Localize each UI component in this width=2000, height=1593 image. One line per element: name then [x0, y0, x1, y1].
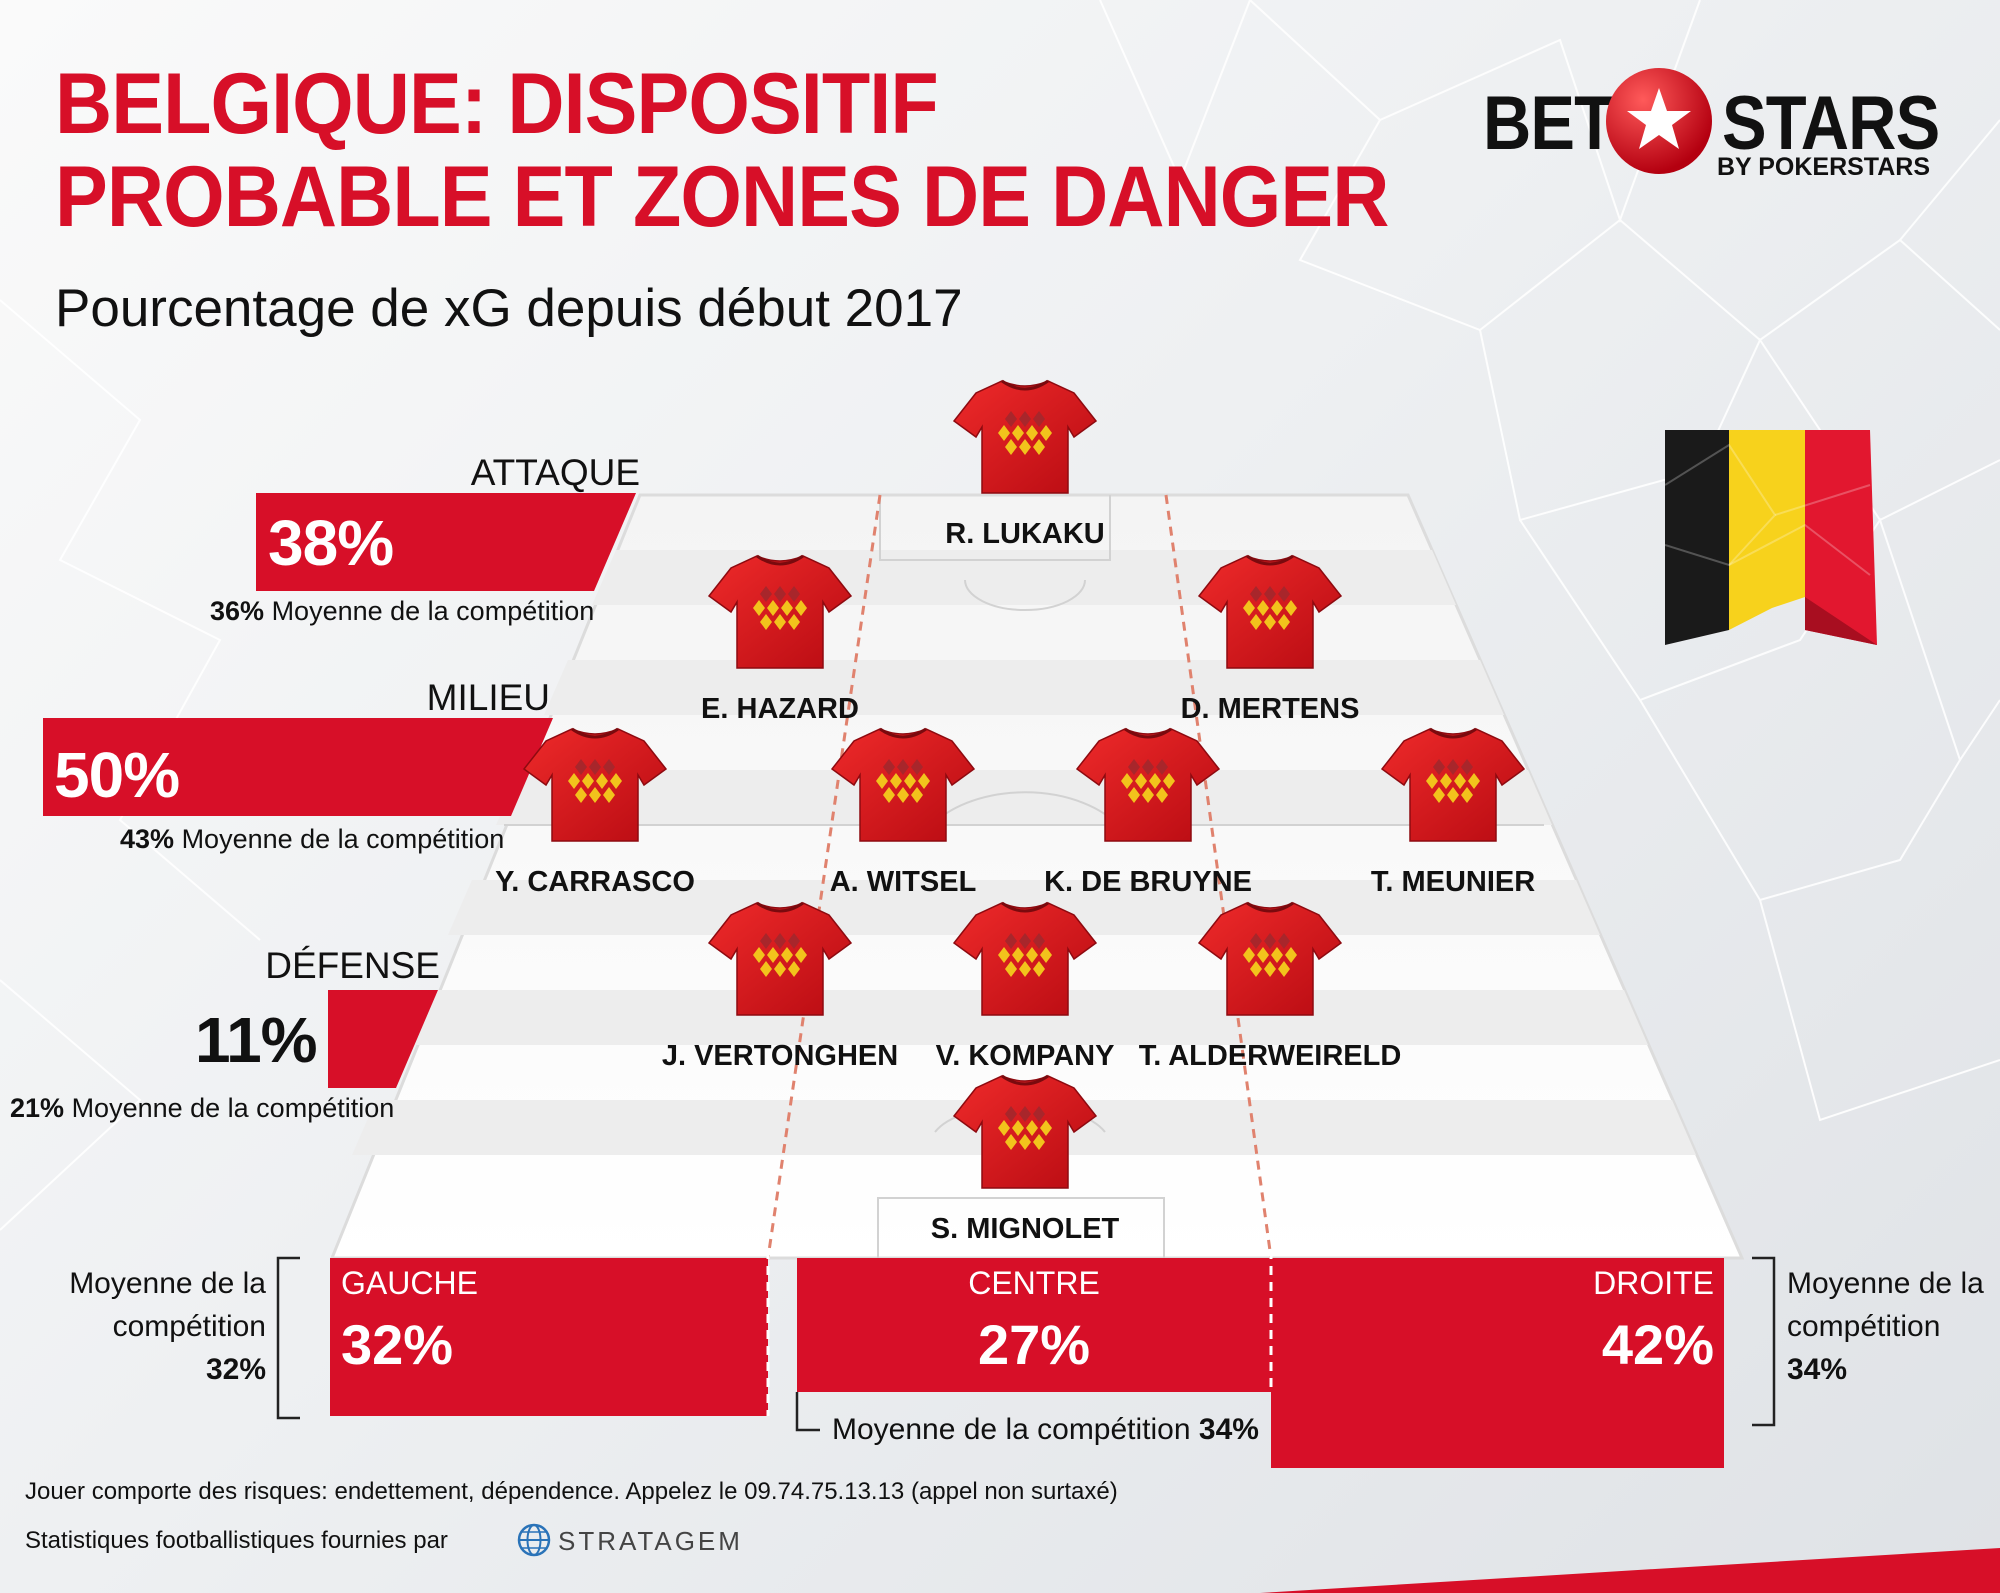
zone-midfield-value: 50%: [54, 739, 180, 811]
channel-right-average-line1: Moyenne de la: [1787, 1267, 1984, 1300]
zone-midfield-bar: [43, 718, 553, 816]
zone-attack-bar: [256, 493, 636, 591]
footer-credit: Statistiques footballistiques fournies p…: [25, 1527, 448, 1554]
zone-attack-value: 38%: [268, 507, 394, 579]
zone-attack-label: ATTAQUE: [470, 452, 640, 493]
zone-attack-average-text: Moyenne de la compétition: [271, 596, 595, 626]
channel-right-value: 42%: [1601, 1313, 1714, 1376]
zone-defense-label: DÉFENSE: [265, 945, 440, 986]
zone-midfield-average-text: Moyenne de la compétition: [181, 824, 505, 854]
zone-defense-average: 21% Moyenne de la compétition: [10, 1093, 394, 1124]
player-name-hazard: E. HAZARD: [701, 693, 859, 725]
player-shirt-lukaku: [950, 375, 1100, 495]
player-name-alderweireld: T. ALDERWEIRELD: [1138, 1040, 1402, 1072]
player-shirt-vertonghen: [705, 897, 855, 1017]
footer-disclaimer: Jouer comporte des risques: endettement,…: [25, 1478, 1118, 1505]
logo-bet-text: BET: [1483, 81, 1615, 166]
page-subtitle: Pourcentage de xG depuis début 2017: [55, 279, 963, 338]
logo-ball-icon: [1606, 68, 1712, 174]
player-name-mertens: D. MERTENS: [1180, 693, 1360, 725]
channel-centre-value: 27%: [977, 1313, 1091, 1376]
footer-red-stripe: [1260, 1548, 2000, 1593]
channel-left-average-line1: Moyenne de la: [69, 1267, 266, 1300]
channel-left-value: 32%: [341, 1313, 454, 1376]
channel-left-average: Moyenne de la compétition 32%: [20, 1262, 266, 1391]
player-name-carrasco: Y. CARRASCO: [495, 866, 695, 898]
channel-centre-bar: [797, 1258, 1271, 1392]
title-line-2: PROBABLE ET ZONES DE DANGER: [55, 149, 1389, 245]
zone-midfield-average: 43% Moyenne de la compétition: [120, 824, 504, 855]
channel-right-bar: [1271, 1258, 1724, 1468]
channel-centre-average-text: Moyenne de la compétition: [832, 1413, 1191, 1446]
player-shirt-witsel: [828, 723, 978, 843]
channel-centre-label: CENTRE: [968, 1265, 1100, 1301]
zone-attack-average-value: 36%: [210, 596, 265, 626]
channel-right-average-line2: compétition: [1787, 1310, 1941, 1343]
zone-defense-average-text: Moyenne de la compétition: [71, 1093, 395, 1123]
title-line-1: BELGIQUE: DISPOSITIF: [55, 56, 939, 152]
zone-attack-average: 36% Moyenne de la compétition: [210, 596, 594, 627]
belgium-flag-icon: [1665, 430, 1877, 645]
player-shirt-kompany: [950, 897, 1100, 1017]
player-shirt-meunier: [1378, 723, 1528, 843]
channel-right-label: DROITE: [1593, 1265, 1714, 1301]
channel-right-average: Moyenne de la compétition 34%: [1787, 1262, 1997, 1391]
stratagem-globe-icon: [517, 1523, 551, 1557]
player-shirt-mertens: [1195, 550, 1345, 670]
zone-midfield-label: MILIEU: [426, 677, 550, 718]
page-title: BELGIQUE: DISPOSITIF PROBABLE ET ZONES D…: [55, 56, 1389, 245]
player-name-mignolet: S. MIGNOLET: [930, 1213, 1120, 1245]
zone-defense-average-value: 21%: [10, 1093, 65, 1123]
channel-left-bar: [330, 1258, 768, 1416]
logo-by-pokerstars: BY POKERSTARS: [1717, 153, 1931, 181]
channel-centre-average: Moyenne de la compétition 34%: [832, 1408, 1259, 1451]
player-shirt-alderweireld: [1195, 897, 1345, 1017]
channel-centre-average-value: 34%: [1198, 1413, 1259, 1446]
player-name-witsel: A. WITSEL: [829, 866, 977, 898]
player-shirt-carrasco: [520, 723, 670, 843]
player-name-vertonghen: J. VERTONGHEN: [661, 1040, 899, 1072]
player-name-lukaku: R. LUKAKU: [945, 518, 1105, 550]
channel-left-label: GAUCHE: [341, 1265, 478, 1301]
zone-defense-value: 11%: [195, 1004, 318, 1076]
footer-credit-brand: STRATAGEM: [558, 1526, 743, 1556]
channel-left-average-line2: compétition: [112, 1310, 266, 1343]
logo-stars-text: STARS: [1722, 81, 1940, 166]
player-name-meunier: T. MEUNIER: [1370, 866, 1536, 898]
player-shirt-debruyne: [1073, 723, 1223, 843]
channel-dividers: [766, 1250, 1273, 1416]
player-shirt-hazard: [705, 550, 855, 670]
channel-right-average-value: 34%: [1787, 1353, 1848, 1386]
player-name-kompany: V. KOMPANY: [935, 1040, 1115, 1072]
player-shirt-mignolet: [950, 1070, 1100, 1190]
player-name-debruyne: K. DE BRUYNE: [1044, 866, 1252, 898]
zone-midfield-average-value: 43%: [120, 824, 175, 854]
zone-defense-bar: [328, 990, 438, 1088]
channel-left-average-value: 32%: [205, 1353, 266, 1386]
